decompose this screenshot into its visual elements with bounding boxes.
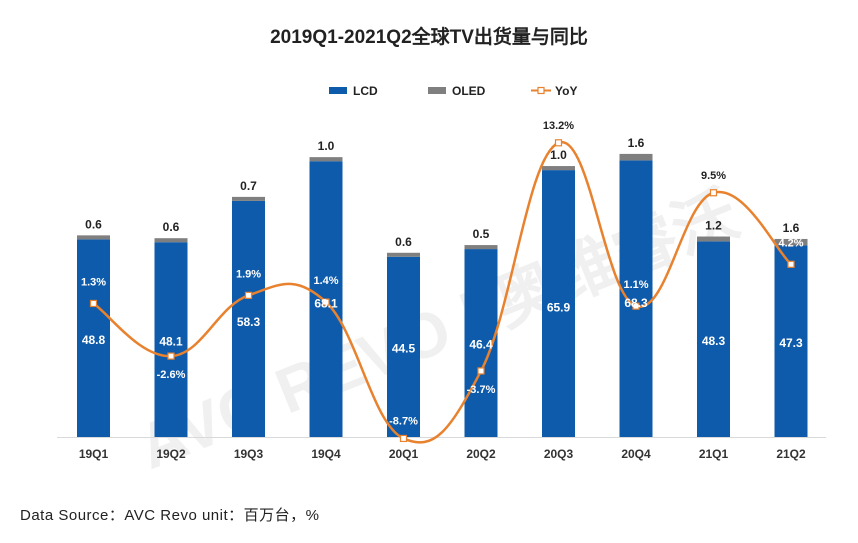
bar-lcd-21Q2 — [774, 245, 808, 437]
legend-swatch-yoy-marker — [537, 86, 545, 95]
label-lcd-20Q3: 65.9 — [547, 301, 571, 315]
label-lcd-19Q3: 58.3 — [237, 315, 261, 329]
bar-lcd-19Q3 — [232, 200, 265, 437]
yoy-line-path — [92, 141, 792, 444]
yoy-point-20Q4 — [632, 302, 640, 310]
bars — [77, 153, 808, 438]
label-oled-19Q1: 0.6 — [85, 217, 102, 231]
bar-oled-19Q1 — [77, 235, 110, 240]
label-yoy-19Q2: -2.6% — [157, 369, 186, 381]
data-source-note: Data Source：AVC Revo unit：百万台，% — [20, 507, 320, 524]
bar-oled-20Q3 — [542, 166, 575, 171]
label-oled-20Q4: 1.6 — [628, 136, 645, 150]
yoy-line — [89, 139, 795, 444]
label-oled-19Q2: 0.6 — [163, 220, 180, 234]
yoy-point-19Q4 — [322, 298, 330, 306]
label-lcd-20Q2: 46.4 — [469, 338, 493, 352]
yoy-point-20Q1 — [399, 434, 408, 443]
x-tick-label-20Q3: 20Q3 — [544, 447, 574, 461]
label-yoy-19Q4: 1.4% — [313, 275, 338, 287]
data-labels: 0.6 48.8 0.6 48.1 0.7 58.3 1.0 68.1 0.6 44.5 0.5 46… — [81, 120, 804, 428]
bar-oled-21Q1 — [697, 236, 730, 242]
label-lcd-21Q2: 47.3 — [779, 336, 803, 350]
bar-lcd-21Q1 — [697, 241, 730, 437]
legend-swatch-oled — [428, 87, 446, 94]
x-tick-label-20Q1: 20Q1 — [389, 447, 419, 461]
legend-label-yoy: YoY — [555, 84, 577, 98]
x-tick-label-20Q4: 20Q4 — [621, 447, 651, 461]
legend-label-lcd: LCD — [353, 84, 378, 98]
label-oled-21Q2: 1.6 — [783, 221, 800, 235]
yoy-point-21Q1 — [709, 189, 718, 197]
bar-lcd-19Q1 — [77, 239, 110, 437]
label-lcd-19Q1: 48.8 — [82, 333, 106, 347]
yoy-point-20Q3 — [554, 139, 563, 147]
bar-oled-19Q3 — [232, 196, 265, 201]
label-oled-20Q2: 0.5 — [473, 227, 490, 241]
legend-label-oled: OLED — [452, 84, 486, 98]
yoy-point-20Q2 — [477, 367, 485, 375]
label-lcd-19Q2: 48.1 — [159, 334, 183, 348]
label-yoy-20Q4: 1.1% — [623, 279, 648, 291]
label-oled-20Q1: 0.6 — [395, 235, 412, 249]
label-yoy-20Q2: -3.7% — [467, 384, 496, 396]
x-tick-label-21Q1: 21Q1 — [699, 447, 729, 461]
label-oled-19Q3: 0.7 — [240, 179, 257, 193]
label-yoy-21Q1: 9.5% — [701, 170, 726, 182]
x-tick-label-19Q1: 19Q1 — [79, 447, 109, 461]
x-tick-label-20Q2: 20Q2 — [466, 447, 496, 461]
label-oled-21Q1: 1.2 — [705, 219, 722, 233]
label-yoy-19Q1: 1.3% — [81, 276, 106, 288]
bar-oled-19Q4 — [309, 157, 343, 162]
label-yoy-20Q3: 13.2% — [543, 120, 574, 132]
bar-oled-21Q2 — [774, 238, 808, 246]
yoy-point-19Q3 — [244, 291, 253, 299]
x-tick-label-19Q3: 19Q3 — [234, 447, 264, 461]
label-yoy-21Q2: 4.2% — [778, 237, 803, 249]
label-lcd-19Q4: 68.1 — [314, 296, 338, 310]
bar-lcd-20Q3 — [542, 170, 575, 438]
bar-lcd-19Q2 — [154, 242, 188, 437]
x-tick-label-19Q2: 19Q2 — [156, 447, 186, 461]
legend-swatch-lcd — [329, 87, 347, 94]
yoy-point-19Q1 — [89, 299, 98, 308]
label-yoy-20Q1: -8.7% — [389, 415, 418, 427]
bar-lcd-20Q4 — [619, 160, 653, 437]
legend: LCD OLED YoY — [329, 84, 577, 98]
x-axis: 19Q1 19Q2 19Q3 19Q4 20Q1 20Q2 20Q3 20Q4 21Q1 21Q2 — [57, 437, 826, 461]
yoy-point-19Q2 — [167, 352, 175, 360]
label-oled-19Q4: 1.0 — [318, 139, 335, 153]
label-lcd-20Q4: 68.3 — [624, 296, 648, 310]
label-lcd-21Q1: 48.3 — [702, 334, 726, 348]
label-oled-20Q3: 1.0 — [550, 148, 567, 162]
x-tick-label-19Q4: 19Q4 — [311, 447, 341, 461]
bar-lcd-20Q1 — [387, 256, 420, 437]
bar-oled-20Q4 — [619, 153, 653, 161]
chart-title: 2019Q1-2021Q2全球TV出货量与同比 — [270, 27, 588, 48]
label-yoy-19Q3: 1.9% — [236, 268, 261, 280]
bar-oled-20Q2 — [464, 245, 498, 250]
bar-oled-19Q2 — [154, 238, 188, 243]
x-tick-label-21Q2: 21Q2 — [776, 447, 806, 461]
bar-oled-20Q1 — [387, 252, 420, 257]
yoy-point-21Q2 — [787, 260, 795, 268]
label-lcd-20Q1: 44.5 — [392, 341, 416, 355]
